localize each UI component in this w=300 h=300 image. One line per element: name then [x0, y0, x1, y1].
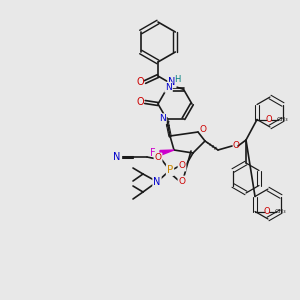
Text: N: N — [165, 83, 172, 92]
Text: O: O — [200, 125, 206, 134]
Text: O: O — [136, 97, 144, 107]
Text: O: O — [232, 142, 239, 151]
Text: CH₃: CH₃ — [276, 117, 288, 122]
Text: F: F — [150, 148, 156, 158]
Text: P: P — [167, 165, 173, 175]
Text: O: O — [178, 176, 185, 185]
Text: N: N — [153, 177, 161, 187]
Text: CH₃: CH₃ — [274, 209, 286, 214]
Text: O: O — [264, 207, 270, 216]
Text: O: O — [178, 161, 185, 170]
Text: N: N — [159, 114, 166, 123]
Text: N: N — [113, 152, 121, 162]
Text: O: O — [154, 154, 161, 163]
Text: N: N — [168, 77, 176, 87]
Polygon shape — [160, 150, 174, 155]
Text: H: H — [174, 76, 180, 85]
Text: O: O — [136, 77, 144, 87]
Text: O: O — [266, 115, 272, 124]
